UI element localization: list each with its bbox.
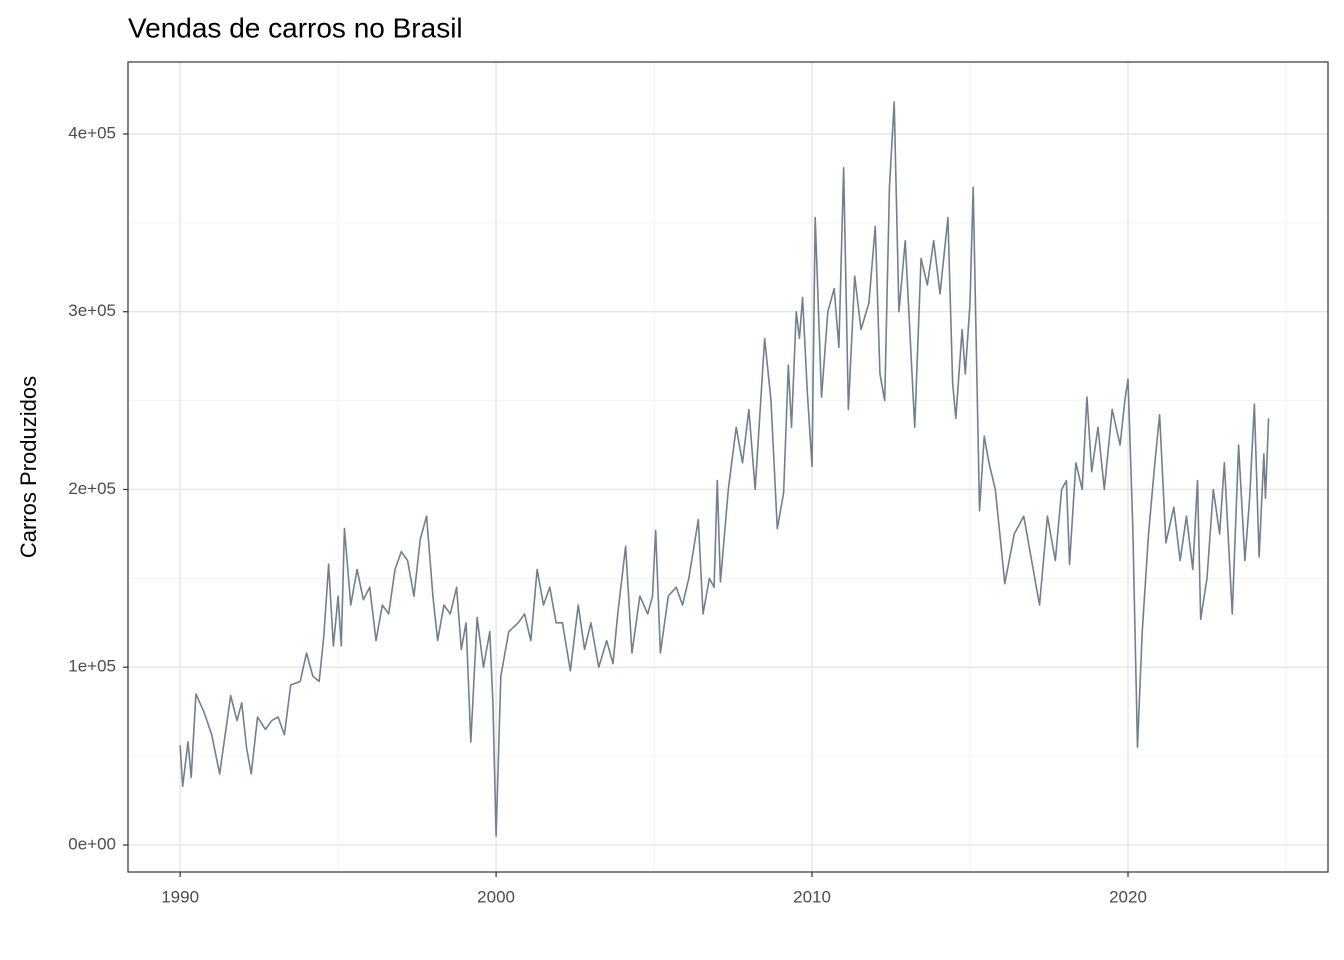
x-tick-label: 2000 [477,887,515,906]
y-axis-label: Carros Produzidos [16,376,41,558]
line [179,101,1270,837]
panel-border [127,61,1329,873]
chart-title: Vendas de carros no Brasil [128,12,463,43]
y-tick-label: 0e+00 [68,834,116,853]
plot [179,101,1270,837]
y-tick-label: 3e+05 [68,301,116,320]
x-tick-label: 2010 [793,887,831,906]
x-tick-label: 2020 [1109,887,1147,906]
y-tick-label: 4e+05 [68,123,116,142]
y-tick-label: 1e+05 [68,657,116,676]
y-tick-label: 2e+05 [68,479,116,498]
x-tick-label: 1990 [161,887,199,906]
